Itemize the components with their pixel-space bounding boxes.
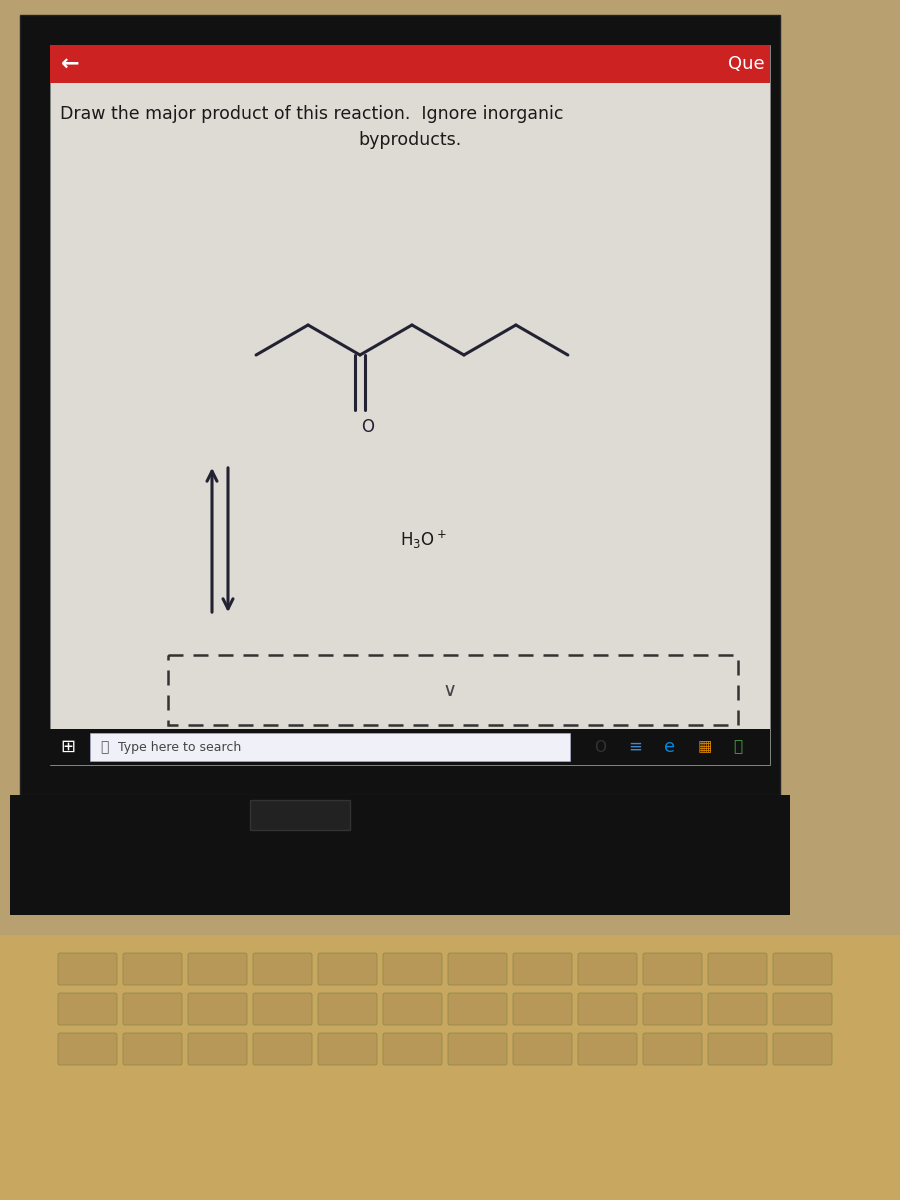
FancyBboxPatch shape	[123, 953, 182, 985]
FancyBboxPatch shape	[773, 994, 832, 1025]
Text: ≡: ≡	[628, 738, 642, 756]
Bar	[90, 733, 570, 761]
FancyBboxPatch shape	[708, 994, 767, 1025]
Text: O: O	[362, 418, 374, 436]
Bar	[0, 935, 900, 1200]
Bar	[250, 800, 350, 830]
Bar	[50, 44, 770, 766]
Text: ←: ←	[60, 54, 79, 74]
FancyBboxPatch shape	[643, 1033, 702, 1066]
Text: H$_3$O$^+$: H$_3$O$^+$	[400, 529, 446, 551]
FancyBboxPatch shape	[708, 953, 767, 985]
Text: ⌕: ⌕	[100, 740, 108, 754]
FancyBboxPatch shape	[773, 1033, 832, 1066]
FancyBboxPatch shape	[448, 953, 507, 985]
FancyBboxPatch shape	[318, 1033, 377, 1066]
FancyBboxPatch shape	[58, 994, 117, 1025]
FancyBboxPatch shape	[448, 1033, 507, 1066]
Text: Draw the major product of this reaction.  Ignore inorganic: Draw the major product of this reaction.…	[60, 104, 563, 122]
FancyBboxPatch shape	[188, 1033, 247, 1066]
FancyBboxPatch shape	[58, 953, 117, 985]
Bar	[50, 44, 770, 83]
FancyBboxPatch shape	[383, 1033, 442, 1066]
FancyBboxPatch shape	[318, 994, 377, 1025]
Text: ▦: ▦	[698, 739, 712, 755]
FancyBboxPatch shape	[578, 1033, 637, 1066]
FancyBboxPatch shape	[578, 953, 637, 985]
Text: byproducts.: byproducts.	[358, 131, 462, 149]
FancyBboxPatch shape	[123, 994, 182, 1025]
FancyBboxPatch shape	[253, 994, 312, 1025]
Text: ⬜: ⬜	[734, 739, 742, 755]
Text: ∨: ∨	[443, 680, 457, 700]
FancyBboxPatch shape	[383, 994, 442, 1025]
FancyBboxPatch shape	[643, 994, 702, 1025]
Text: ⊞: ⊞	[60, 738, 76, 756]
FancyBboxPatch shape	[58, 1033, 117, 1066]
FancyBboxPatch shape	[708, 1033, 767, 1066]
FancyBboxPatch shape	[513, 994, 572, 1025]
FancyBboxPatch shape	[513, 1033, 572, 1066]
FancyBboxPatch shape	[448, 994, 507, 1025]
Text: e: e	[664, 738, 676, 756]
FancyBboxPatch shape	[188, 994, 247, 1025]
FancyBboxPatch shape	[513, 953, 572, 985]
FancyBboxPatch shape	[318, 953, 377, 985]
Bar	[20, 14, 780, 794]
Text: O: O	[594, 739, 606, 755]
FancyBboxPatch shape	[123, 1033, 182, 1066]
Bar	[168, 655, 738, 725]
Text: Type here to search: Type here to search	[118, 740, 241, 754]
FancyBboxPatch shape	[383, 953, 442, 985]
FancyBboxPatch shape	[578, 994, 637, 1025]
Bar	[50, 728, 770, 766]
Bar	[10, 794, 790, 914]
FancyBboxPatch shape	[253, 953, 312, 985]
FancyBboxPatch shape	[773, 953, 832, 985]
Text: Que: Que	[728, 55, 765, 73]
FancyBboxPatch shape	[643, 953, 702, 985]
FancyBboxPatch shape	[188, 953, 247, 985]
FancyBboxPatch shape	[253, 1033, 312, 1066]
